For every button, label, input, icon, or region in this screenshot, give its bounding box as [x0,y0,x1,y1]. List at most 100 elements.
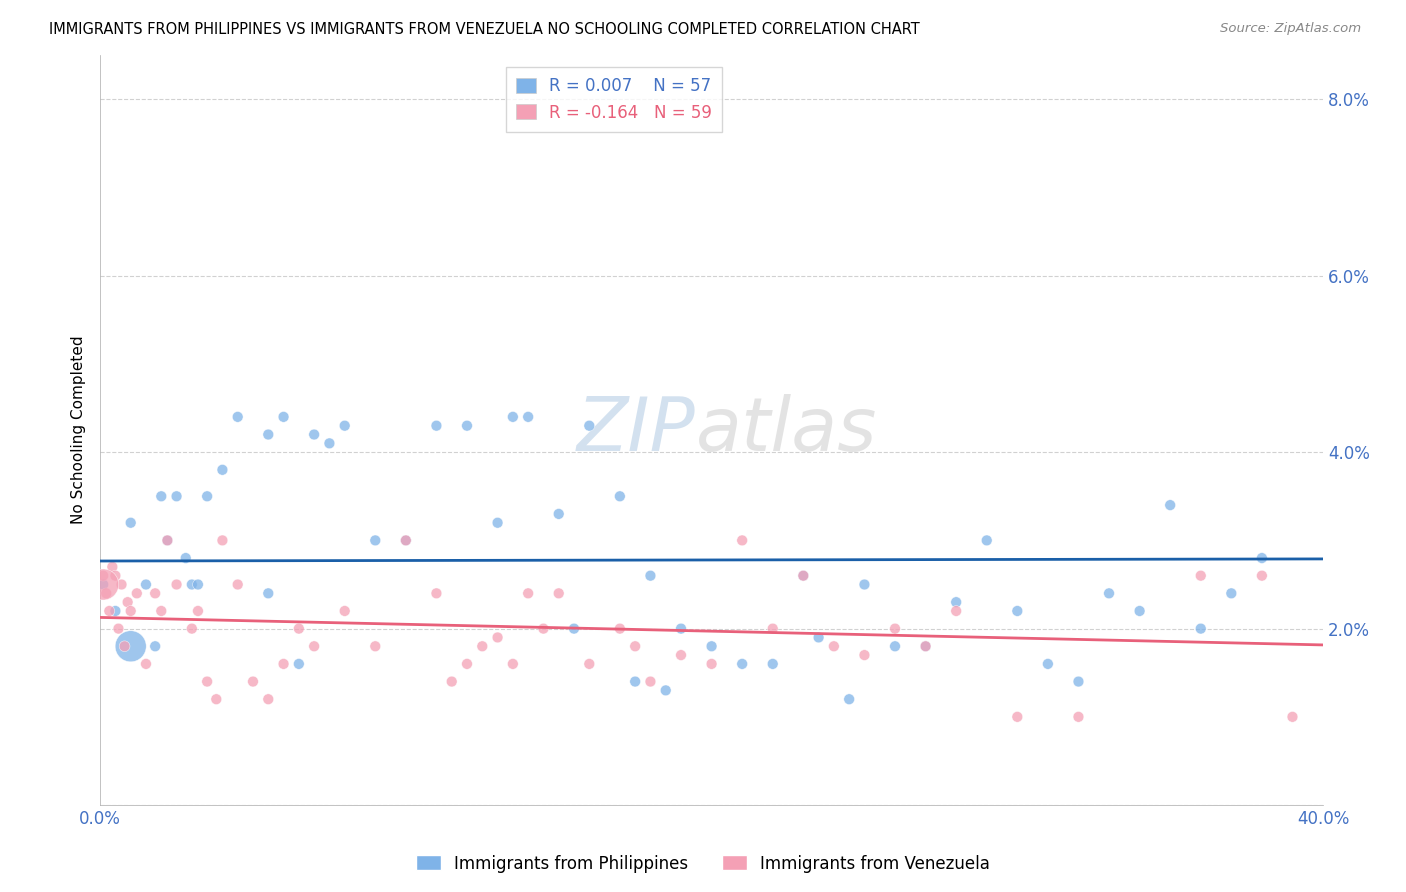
Point [502,409,524,424]
Point [104,568,127,582]
Point [440,674,463,689]
Point [107,622,129,636]
Point [640,674,662,689]
Point [1007,604,1029,618]
Point [547,507,569,521]
Point [578,418,600,433]
Point [471,640,494,654]
Point [562,622,585,636]
Point [98,604,121,618]
Point [318,436,340,450]
Point [700,640,723,654]
Point [180,622,202,636]
Text: Source: ZipAtlas.com: Source: ZipAtlas.com [1220,22,1361,36]
Point [166,577,188,591]
Point [125,586,148,600]
Point [624,674,647,689]
Point [1007,710,1029,724]
Point [456,418,478,433]
Point [1036,657,1059,671]
Point [425,418,447,433]
Point [257,427,280,442]
Point [364,533,387,548]
Point [486,516,509,530]
Point [1067,674,1090,689]
Point [174,551,197,566]
Point [187,604,209,618]
Point [135,577,157,591]
Point [135,657,157,671]
Point [517,586,540,600]
Point [211,533,233,548]
Point [273,409,295,424]
Point [91,577,114,591]
Point [302,640,325,654]
Point [101,559,124,574]
Point [914,640,936,654]
Point [395,533,418,548]
Point [195,489,218,503]
Point [1129,604,1152,618]
Point [884,640,907,654]
Point [91,577,114,591]
Point [114,640,136,654]
Legend: Immigrants from Philippines, Immigrants from Venezuela: Immigrants from Philippines, Immigrants … [409,848,997,880]
Point [205,692,228,706]
Point [762,622,785,636]
Point [884,622,907,636]
Point [211,463,233,477]
Point [669,622,692,636]
Point [1251,551,1274,566]
Point [257,692,280,706]
Point [945,595,967,609]
Point [120,516,142,530]
Point [150,604,173,618]
Point [976,533,998,548]
Point [226,577,249,591]
Point [654,683,676,698]
Text: IMMIGRANTS FROM PHILIPPINES VS IMMIGRANTS FROM VENEZUELA NO SCHOOLING COMPLETED : IMMIGRANTS FROM PHILIPPINES VS IMMIGRANT… [49,22,920,37]
Point [533,622,555,636]
Point [333,604,356,618]
Point [364,640,387,654]
Point [456,657,478,671]
Point [609,489,631,503]
Point [104,604,127,618]
Point [517,409,540,424]
Point [226,409,249,424]
Point [578,657,600,671]
Point [288,657,311,671]
Point [1281,710,1303,724]
Point [143,586,166,600]
Point [273,657,295,671]
Point [333,418,356,433]
Point [1189,622,1212,636]
Y-axis label: No Schooling Completed: No Schooling Completed [72,335,86,524]
Point [180,577,202,591]
Point [1067,710,1090,724]
Point [547,586,569,600]
Point [609,622,631,636]
Point [120,640,142,654]
Point [150,489,173,503]
Point [792,568,814,582]
Point [486,631,509,645]
Point [1189,568,1212,582]
Point [502,657,524,671]
Point [166,489,188,503]
Point [257,586,280,600]
Point [1220,586,1243,600]
Point [1251,568,1274,582]
Point [1098,586,1121,600]
Point [914,640,936,654]
Point [156,533,179,548]
Point [823,640,845,654]
Point [945,604,967,618]
Point [731,657,754,671]
Legend: R = 0.007    N = 57, R = -0.164   N = 59: R = 0.007 N = 57, R = -0.164 N = 59 [506,67,721,131]
Text: ZIP: ZIP [576,394,696,467]
Point [395,533,418,548]
Point [762,657,785,671]
Point [91,568,114,582]
Point [700,657,723,671]
